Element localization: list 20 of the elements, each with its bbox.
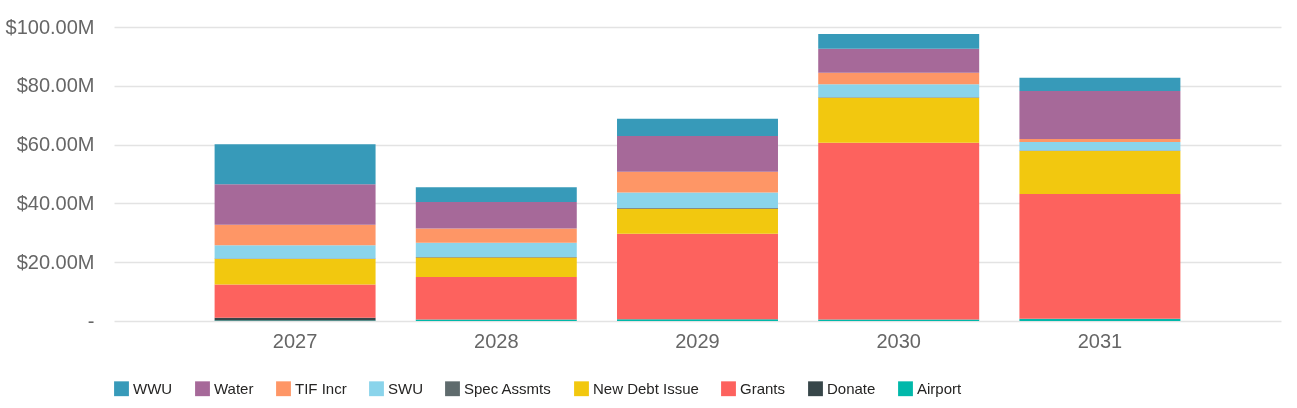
y-tick-label: $40.00M xyxy=(16,191,95,214)
x-tick-label: 2030 xyxy=(876,329,921,352)
legend-label: Water xyxy=(214,379,254,397)
legend-label: New Debt Issue xyxy=(593,379,699,397)
y-tick-label: $20.00M xyxy=(16,250,95,273)
x-tick-label: 2029 xyxy=(675,329,720,352)
x-tick-label: 2031 xyxy=(1077,329,1123,352)
legend-label: Donate xyxy=(827,379,876,397)
y-tick-label: $80.00M xyxy=(16,74,95,97)
legend-label: SWU xyxy=(388,379,423,397)
y-tick-label: $60.00M xyxy=(16,133,95,156)
legend-label: Grants xyxy=(740,379,786,397)
legend-label: WWU xyxy=(133,379,173,397)
x-tick-label: 2028 xyxy=(474,329,519,352)
legend-label: TIF Incr xyxy=(295,379,347,397)
legend-label: Spec Assmts xyxy=(464,379,551,397)
y-tick-label: $100.00M xyxy=(5,15,95,38)
y-tick-label: - xyxy=(87,309,95,332)
x-tick-label: 2027 xyxy=(272,329,318,352)
legend-label: Airport xyxy=(917,379,963,397)
